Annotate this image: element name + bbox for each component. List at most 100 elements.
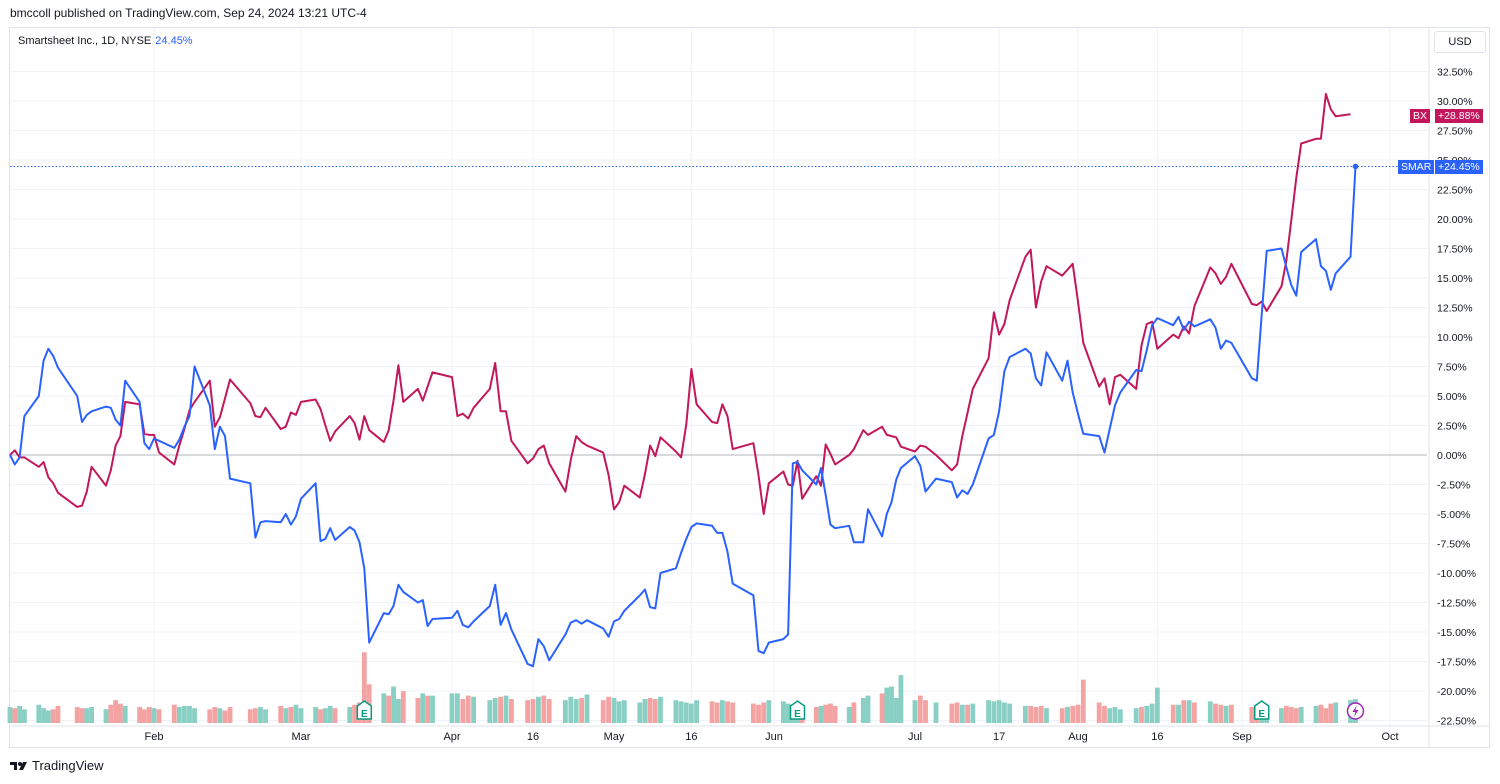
lightning-icon: [1352, 705, 1359, 717]
volume-bar: [1218, 704, 1224, 723]
volume-bar: [41, 708, 46, 723]
volume-bar: [865, 695, 871, 723]
volume-bar: [142, 709, 147, 723]
volume-bar: [503, 695, 509, 723]
volume-bar: [579, 697, 584, 723]
volume-bar: [652, 699, 658, 723]
smar-symbol-tag: SMAR: [1398, 160, 1435, 174]
earnings-icon-letter: E: [794, 709, 801, 720]
volume-bar: [694, 700, 699, 723]
volume-bar: [400, 691, 406, 723]
volume-bar: [530, 699, 536, 723]
y-tick-label: 15.00%: [1437, 273, 1473, 285]
footer-brand[interactable]: TradingView: [10, 758, 104, 773]
volume-bar: [884, 687, 890, 723]
volume-bar: [986, 700, 992, 723]
volume-bar: [1070, 705, 1076, 723]
volume-bar: [1107, 708, 1113, 723]
volume-bar: [182, 705, 187, 723]
volume-bar: [1139, 707, 1144, 723]
y-tick-label: -17.50%: [1437, 657, 1476, 669]
volume-bar: [1133, 708, 1139, 723]
volume-bar: [642, 699, 648, 723]
currency-button[interactable]: USD: [1434, 31, 1486, 53]
volume-bar: [879, 693, 885, 723]
volume-bar: [766, 700, 772, 723]
volume-bar: [714, 702, 720, 723]
volume-bar: [252, 708, 258, 723]
volume-bar: [1229, 704, 1234, 723]
volume-bar: [151, 708, 157, 723]
volume-bar: [1284, 705, 1289, 723]
volume-bar: [1044, 708, 1049, 723]
volume-bar: [7, 707, 13, 723]
volume-bar: [1191, 702, 1197, 723]
volume-bar: [1059, 708, 1065, 723]
volume-bar: [750, 703, 756, 723]
volume-bar: [851, 702, 857, 723]
y-tick-label: 27.50%: [1437, 126, 1473, 138]
x-tick-label: 16: [527, 731, 539, 743]
legend-symbol: Smartsheet Inc., 1D, NYSE: [18, 35, 152, 47]
volume-bar: [22, 709, 27, 723]
volume-bar: [17, 705, 22, 723]
y-tick-label: 17.50%: [1437, 244, 1473, 256]
volume-bar: [525, 700, 530, 723]
bx-symbol-tag: BX: [1410, 109, 1431, 123]
volume-bar: [761, 702, 767, 723]
volume-bar: [965, 704, 970, 723]
volume-bar: [212, 707, 218, 723]
volume-bar: [1333, 702, 1339, 723]
volume-bar: [430, 695, 435, 723]
volume-bar: [263, 709, 268, 723]
volume-bar: [381, 693, 387, 723]
series-legend[interactable]: Smartsheet Inc., 1D, NYSE 24.45%: [18, 35, 193, 47]
volume-bar: [84, 708, 90, 723]
y-tick-label: -12.50%: [1437, 598, 1476, 610]
volume-bar: [1154, 687, 1160, 723]
volume-bar: [332, 708, 338, 723]
volume-bar: [813, 707, 819, 723]
volume-bar: [471, 696, 476, 723]
volume-bar: [823, 704, 829, 723]
volume-bar: [889, 686, 894, 723]
footer-brand-label: TradingView: [32, 758, 104, 773]
volume-bar: [50, 709, 56, 723]
volume-bar: [781, 701, 786, 723]
volume-bar: [912, 700, 918, 723]
y-tick-label: -15.00%: [1437, 627, 1476, 639]
volume-bar: [541, 695, 547, 723]
volume-bar: [217, 708, 223, 723]
volume-bar: [1080, 679, 1086, 723]
volume-bar: [1033, 707, 1039, 723]
tradingview-logo-icon: [10, 761, 27, 770]
volume-bar: [673, 700, 679, 723]
x-tick-label: Aug: [1068, 731, 1088, 743]
volume-bar: [933, 702, 939, 723]
volume-bar: [391, 686, 396, 723]
volume-bar: [386, 695, 392, 723]
volume-bar: [1279, 708, 1284, 723]
volume-bar: [860, 697, 866, 723]
x-tick-label: 16: [1151, 731, 1163, 743]
y-tick-label: 20.00%: [1437, 214, 1473, 226]
volume-bar: [725, 701, 730, 723]
volume-bar: [192, 708, 197, 723]
volume-bar: [327, 705, 333, 723]
volume-bar: [396, 699, 401, 723]
volume-bar: [536, 696, 541, 723]
volume-bar: [893, 697, 899, 723]
x-tick-label: Mar: [292, 731, 311, 743]
volume-bar: [352, 704, 357, 723]
volume-bar: [719, 700, 725, 723]
volume-bar: [1065, 707, 1070, 723]
volume-bar: [616, 701, 622, 723]
volume-bar: [970, 703, 976, 723]
volume-bar: [568, 696, 574, 723]
volume-bar: [828, 703, 833, 723]
volume-bar: [1288, 707, 1294, 723]
volume-bar: [658, 696, 663, 723]
volume-bar: [146, 707, 152, 723]
volume-bar: [1318, 704, 1324, 723]
